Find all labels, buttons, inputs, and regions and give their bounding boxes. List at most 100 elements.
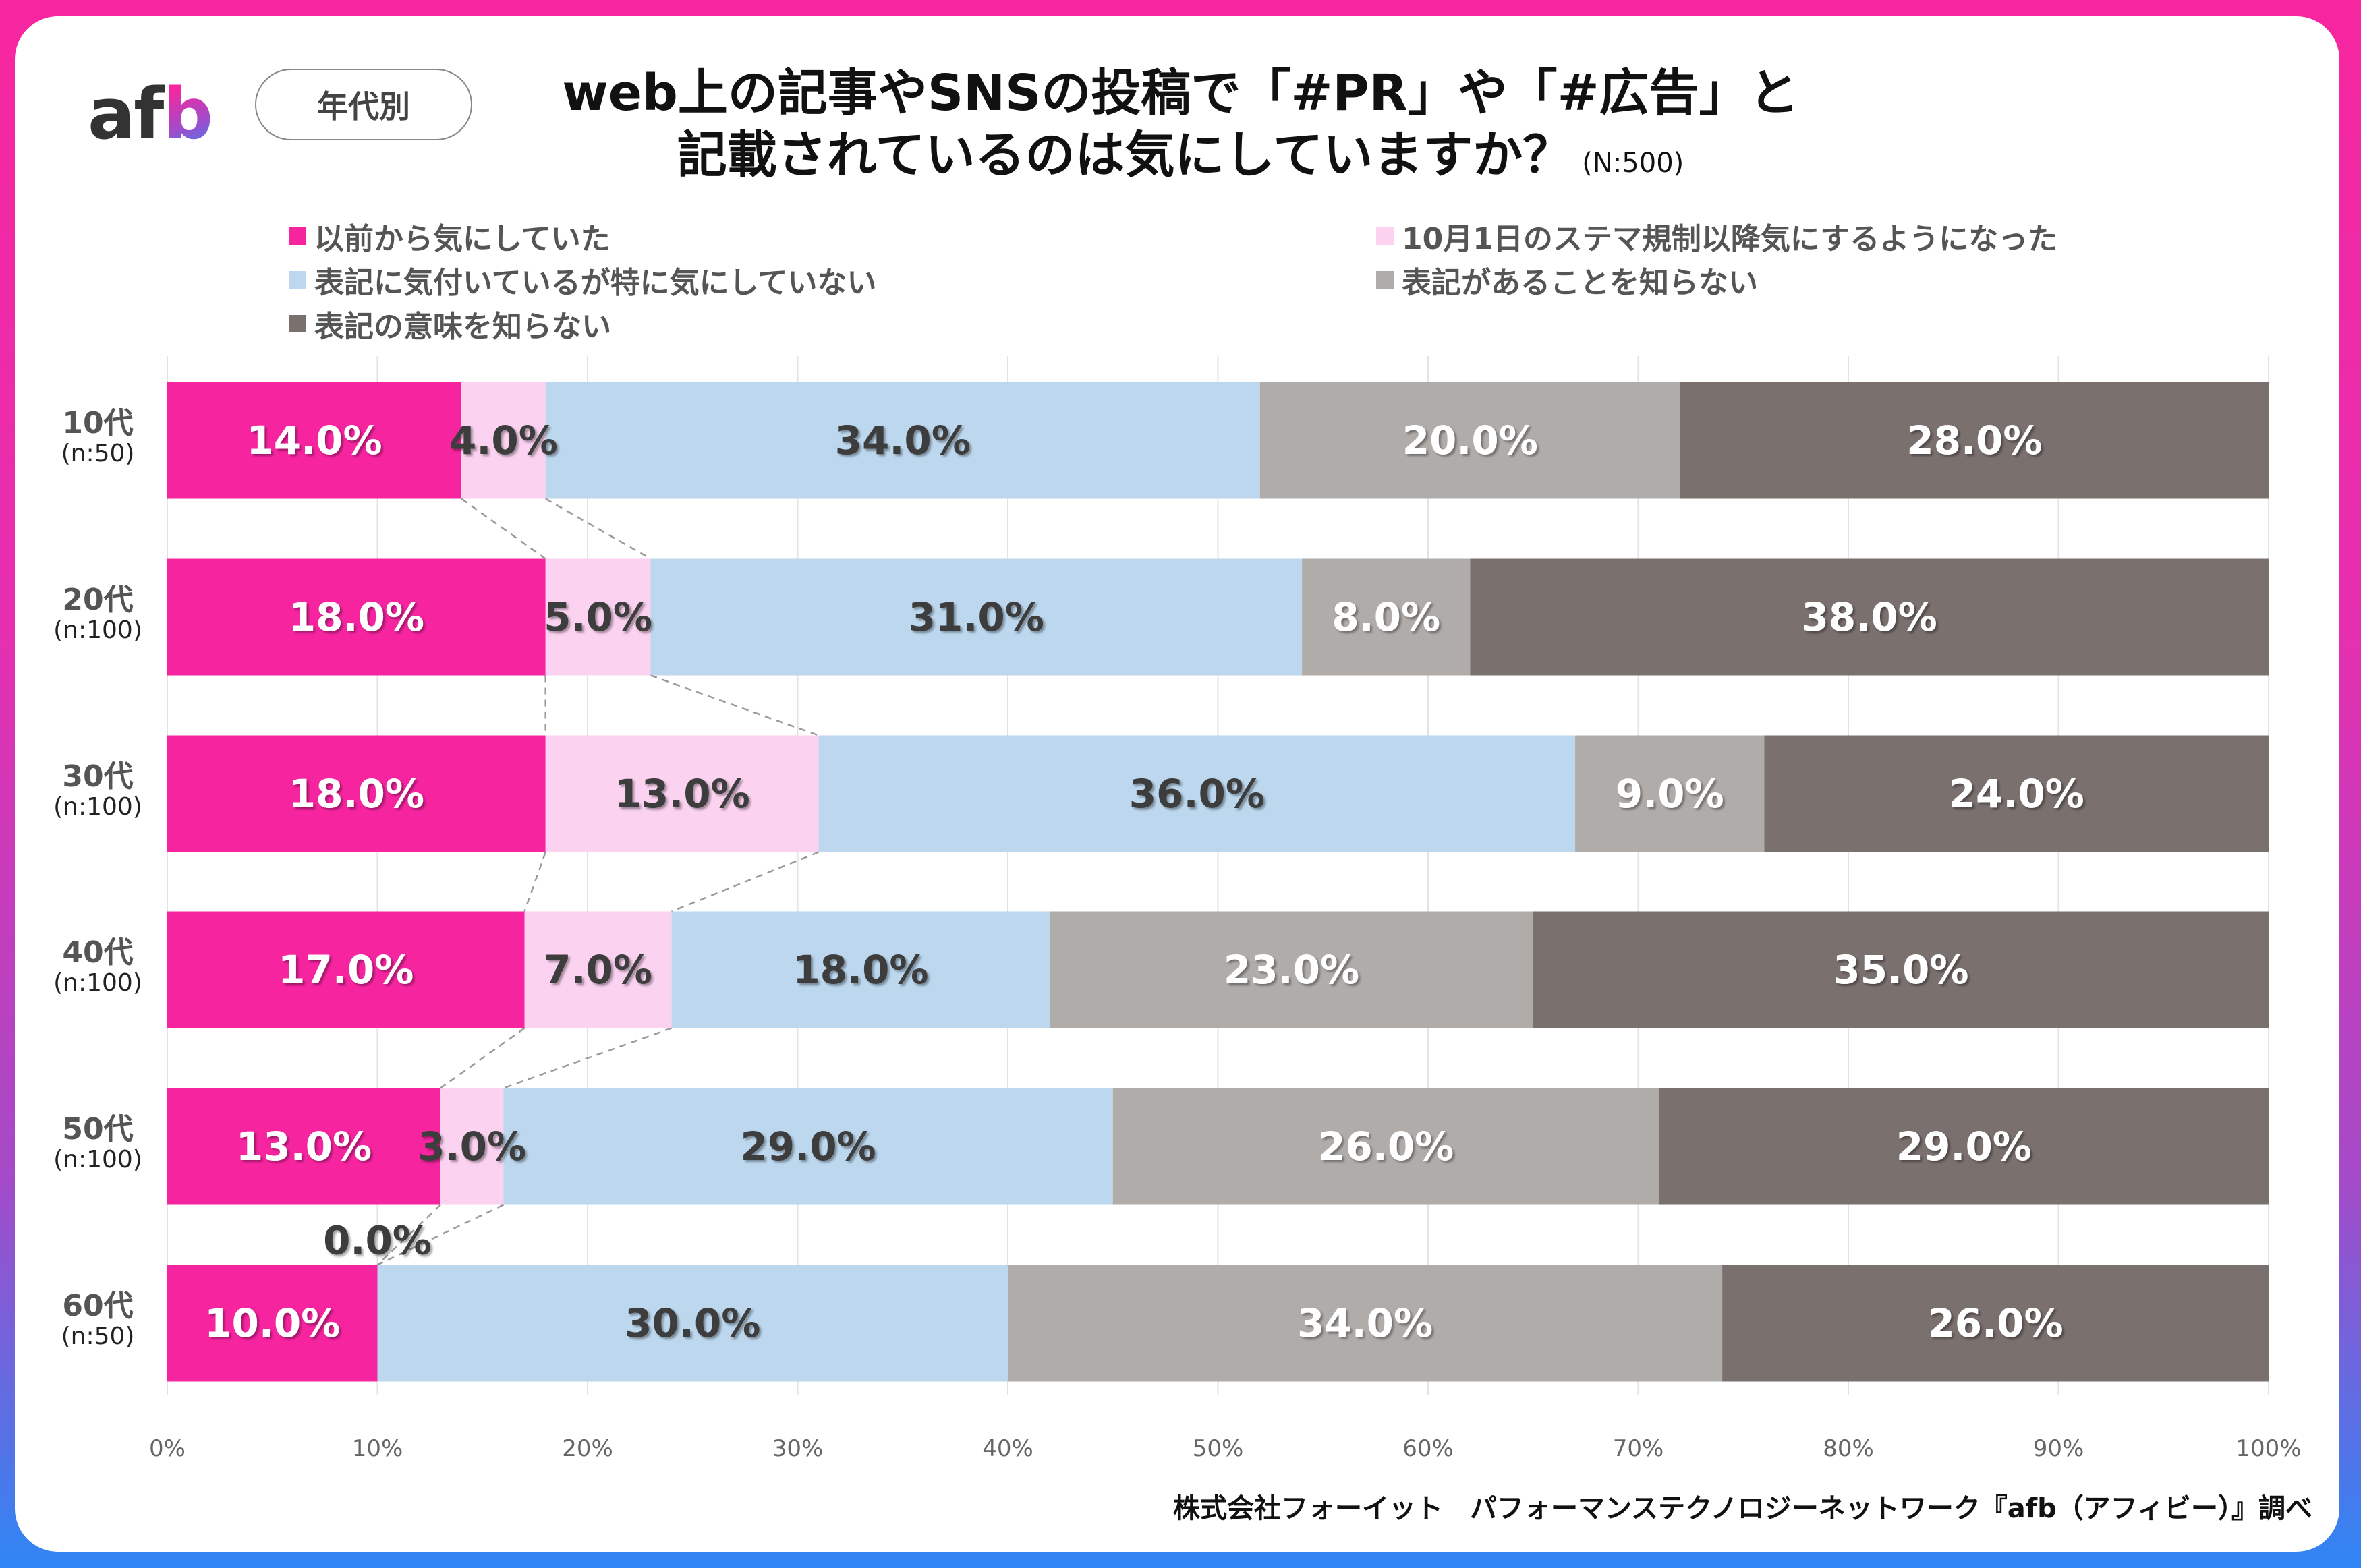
legend-swatch — [1376, 271, 1394, 289]
connector-line — [440, 1027, 525, 1089]
data-label: 34.0% — [835, 417, 971, 463]
bar-segment — [545, 735, 819, 852]
age-group: 50代 — [62, 1112, 134, 1146]
x-tick-label: 50% — [1192, 1435, 1244, 1462]
legend-swatch — [289, 315, 306, 332]
age-group: 10代 — [62, 406, 134, 440]
legend-label: 表記があることを知らない — [1402, 266, 1758, 300]
data-label: 9.0% — [1616, 771, 1724, 817]
age-group: 20代 — [62, 583, 134, 617]
data-label: 31.0% — [909, 594, 1044, 640]
sample-count: (n:100) — [53, 1146, 142, 1173]
age-group: 60代 — [62, 1289, 134, 1323]
data-label: 8.0% — [1332, 594, 1440, 640]
bar-segment — [167, 735, 546, 852]
legend-item: 表記の意味を知らない — [289, 302, 611, 345]
bar-segment — [1533, 911, 2269, 1028]
bar-segment — [1575, 735, 1765, 852]
category-label: 60代 (n:50) — [40, 1289, 155, 1350]
source-credit: 株式会社フォーイット パフォーマンステクノロジーネットワーク『afb（アフィビー… — [1172, 1493, 2312, 1524]
legend-label: 以前から気にしていた — [314, 222, 610, 256]
connector-line — [650, 674, 820, 736]
legend-item: 10月1日のステマ規制以降気にするようになった — [1376, 214, 2057, 258]
data-label: 14.0% — [246, 417, 382, 463]
title-line-2-text: 記載されているのは気にしていますか？ — [677, 126, 1573, 184]
legend-swatch — [1376, 227, 1394, 245]
bar-segment — [167, 1088, 440, 1205]
x-tick-label: 10% — [351, 1435, 403, 1462]
data-label: 4.0% — [449, 417, 558, 463]
connector-line — [461, 498, 546, 560]
data-label: 18.0% — [289, 771, 424, 817]
bar-segment — [545, 382, 1260, 499]
category-label: 10代 (n:50) — [40, 407, 155, 467]
data-label: 29.0% — [740, 1124, 876, 1169]
bar-segment — [1259, 382, 1680, 499]
data-label: 18.0% — [793, 947, 928, 993]
bar-segment — [377, 1265, 1008, 1382]
legend-swatch — [289, 227, 306, 245]
bar-segment — [1680, 382, 2269, 499]
legend-label: 表記の意味を知らない — [314, 310, 611, 344]
data-label: 38.0% — [1802, 594, 1937, 640]
x-tick-label: 80% — [1823, 1435, 1874, 1462]
connector-line — [671, 851, 820, 912]
legend-label: 10月1日のステマ規制以降気にするようになった — [1402, 222, 2058, 256]
data-label: 34.0% — [1297, 1300, 1433, 1346]
bar-segment — [1659, 1088, 2269, 1205]
sample-count: (n:100) — [53, 793, 142, 821]
connector-line — [523, 852, 546, 912]
x-tick-label: 70% — [1612, 1435, 1664, 1462]
legend-label: 表記に気付いているが特に気にしていない — [314, 266, 877, 300]
bar-segment — [524, 911, 672, 1028]
bar-segment — [461, 382, 546, 499]
x-tick-label: 30% — [772, 1435, 824, 1462]
x-tick-label: 20% — [562, 1435, 613, 1462]
bar-segment — [818, 735, 1576, 852]
data-label: 29.0% — [1896, 1124, 2032, 1169]
data-label: 26.0% — [1927, 1300, 2063, 1346]
logo-text: af — [88, 73, 164, 155]
data-label: 18.0% — [289, 594, 424, 640]
legend-swatch — [289, 271, 306, 289]
data-label: 7.0% — [544, 947, 652, 993]
data-label: 10.0% — [204, 1300, 340, 1346]
bar-segment — [167, 911, 525, 1028]
x-tick-label: 60% — [1402, 1435, 1454, 1462]
sample-count: (n:100) — [53, 969, 142, 997]
data-label: 30.0% — [625, 1300, 760, 1346]
legend-item: 以前から気にしていた — [289, 214, 610, 258]
category-label: 30代 (n:100) — [40, 760, 155, 821]
chart-title: web上の記事やSNSの投稿で「#PR」や「#広告」と 記載されているのは気にし… — [472, 62, 1889, 194]
bar-segment — [671, 911, 1050, 1028]
bar-segment — [167, 382, 462, 499]
data-label: 5.0% — [544, 594, 652, 640]
data-label: 23.0% — [1224, 947, 1359, 993]
data-label: 3.0% — [418, 1124, 526, 1169]
afb-logo: afb — [88, 73, 213, 155]
category-label: 50代 (n:100) — [40, 1113, 155, 1173]
data-label: 26.0% — [1318, 1124, 1454, 1169]
bar-segment — [167, 558, 546, 676]
logo-accent: b — [163, 73, 212, 155]
legend-item: 表記があることを知らない — [1376, 258, 1758, 301]
bar-segment — [1722, 1265, 2269, 1382]
x-tick-label: 40% — [982, 1435, 1033, 1462]
title-line-1: web上の記事やSNSの投稿で「#PR」や「#広告」と — [562, 64, 1799, 122]
data-label: 20.0% — [1402, 417, 1538, 463]
segment-badge-label: 年代別 — [317, 88, 410, 125]
bar-segment — [1302, 558, 1471, 676]
x-tick-label: 90% — [2032, 1435, 2084, 1462]
category-label: 20代 (n:100) — [40, 583, 155, 644]
x-tick-label: 100% — [2236, 1435, 2302, 1462]
data-label: 24.0% — [1949, 771, 2084, 817]
age-group: 30代 — [62, 759, 134, 794]
connector-line — [376, 1204, 441, 1266]
bar-segment — [167, 1265, 378, 1382]
data-label: 35.0% — [1833, 947, 1968, 993]
connector-line — [503, 1027, 673, 1089]
x-tick-label: 0% — [149, 1435, 186, 1462]
bar-segment — [1764, 735, 2269, 852]
sample-count: (n:50) — [61, 1323, 135, 1350]
